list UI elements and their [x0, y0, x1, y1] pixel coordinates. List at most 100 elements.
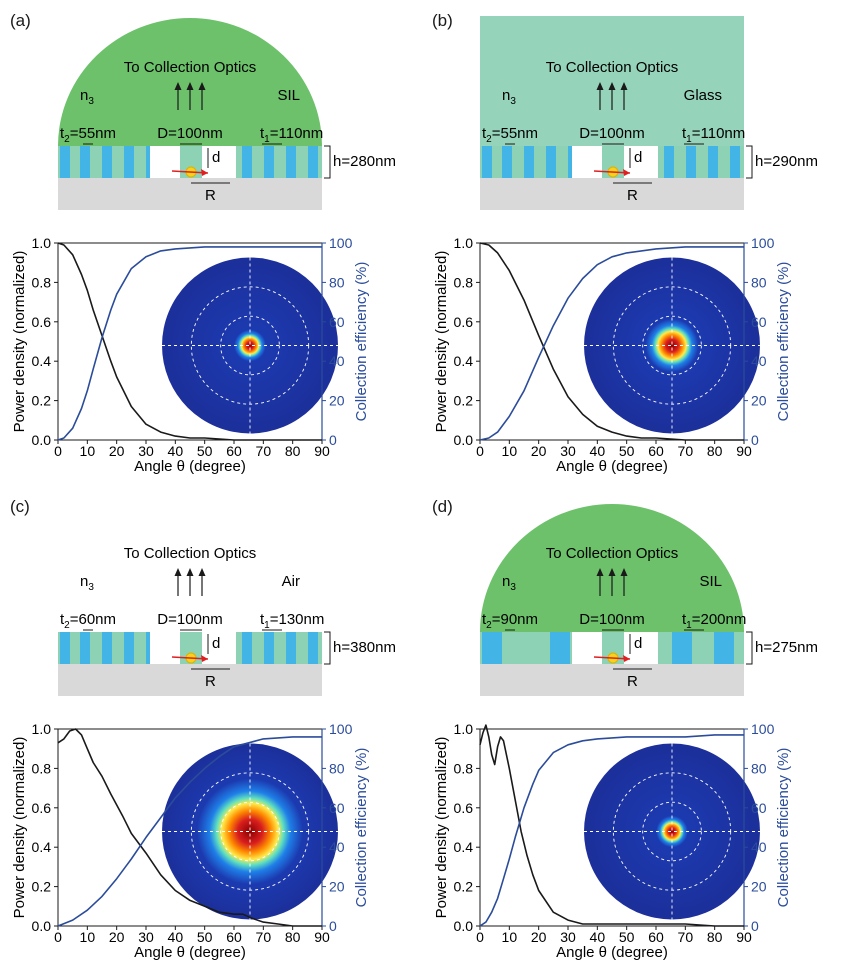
- y-axis-label: Power density (normalized): [433, 251, 450, 433]
- grating-ridge: [80, 632, 90, 664]
- grating-ridge: [524, 146, 534, 178]
- x-tick-label: 30: [560, 443, 576, 459]
- t2-label: t2=60nm: [60, 611, 116, 631]
- x-tick-label: 10: [80, 443, 96, 459]
- collection-optics-label: To Collection Optics: [124, 59, 257, 76]
- central-pillar: [180, 146, 202, 178]
- depth-label: d: [212, 635, 220, 652]
- grating-ridge: [502, 146, 512, 178]
- x-tick-label: 20: [531, 929, 547, 945]
- grating-ridge: [550, 632, 570, 664]
- x-tick-label: 30: [138, 443, 154, 459]
- power-density-curve: [57, 242, 322, 441]
- y2-tick-label: 60: [751, 314, 767, 330]
- substrate: [58, 664, 322, 696]
- grating-ridge: [546, 146, 556, 178]
- power-density-curve: [57, 728, 322, 927]
- x-tick-label: 10: [502, 443, 518, 459]
- y2-tick-label: 60: [329, 800, 345, 816]
- far-field-pattern: [584, 743, 760, 920]
- y-tick-label: 1.0: [32, 721, 52, 737]
- grating-ridge: [80, 146, 90, 178]
- y-tick-label: 0.8: [32, 274, 52, 290]
- y2-axis-label: Collection efficiency (%): [775, 748, 792, 908]
- collection-optics-label: To Collection Optics: [546, 59, 679, 76]
- depth-label: d: [212, 149, 220, 166]
- grating-ridge: [102, 632, 112, 664]
- panel-label: (a): [10, 11, 31, 30]
- y2-tick-label: 100: [329, 721, 353, 737]
- y-tick-label: 0.2: [32, 879, 52, 895]
- far-field-pattern: [162, 743, 338, 920]
- y2-axis-label: Collection efficiency (%): [353, 748, 370, 908]
- y2-tick-label: 20: [329, 393, 345, 409]
- t2-label: t2=55nm: [482, 125, 538, 145]
- y-tick-label: 0.8: [454, 274, 474, 290]
- medium-label: Glass: [684, 87, 722, 104]
- refractive-index-label: n3: [502, 573, 516, 593]
- collection-efficiency-curve: [479, 246, 744, 441]
- y-tick-label: 0.8: [32, 760, 52, 776]
- x-tick-label: 90: [736, 929, 752, 945]
- x-tick-label: 0: [54, 443, 62, 459]
- x-tick-label: 80: [285, 929, 301, 945]
- x-tick-label: 20: [531, 443, 547, 459]
- x-tick-label: 30: [138, 929, 154, 945]
- x-tick-label: 90: [736, 443, 752, 459]
- y2-tick-label: 0: [329, 432, 337, 448]
- x-tick-label: 80: [707, 443, 723, 459]
- y-tick-label: 0.2: [454, 393, 474, 409]
- central-pillar: [602, 146, 624, 178]
- y2-tick-label: 40: [329, 353, 345, 369]
- grating-ridge: [308, 146, 318, 178]
- x-tick-label: 10: [80, 929, 96, 945]
- x-tick-label: 50: [619, 929, 635, 945]
- radius-label: R: [205, 673, 216, 690]
- collection-efficiency-curve: [57, 736, 322, 927]
- y-axis-label: Power density (normalized): [433, 737, 450, 919]
- y-tick-label: 0.4: [454, 353, 474, 369]
- x-tick-label: 0: [476, 929, 484, 945]
- y2-tick-label: 60: [329, 314, 345, 330]
- power-density-curve: [479, 724, 744, 927]
- y2-tick-label: 80: [329, 274, 345, 290]
- x-tick-label: 90: [314, 929, 330, 945]
- collection-efficiency-curve: [479, 734, 744, 927]
- x-tick-label: 0: [54, 929, 62, 945]
- height-label: h=290nm: [755, 153, 818, 170]
- collection-optics-label: To Collection Optics: [124, 545, 257, 562]
- far-field-pattern: [162, 257, 338, 434]
- y-axis-label: Power density (normalized): [11, 737, 28, 919]
- x-tick-label: 60: [648, 443, 664, 459]
- y2-tick-label: 100: [751, 235, 775, 251]
- height-label: h=275nm: [755, 639, 818, 656]
- radius-label: R: [627, 187, 638, 204]
- height-label: h=380nm: [333, 639, 396, 656]
- grating-ridge: [730, 146, 740, 178]
- y2-tick-label: 60: [751, 800, 767, 816]
- t2-label: t2=55nm: [60, 125, 116, 145]
- depth-label: d: [634, 149, 642, 166]
- grating-ridge: [664, 146, 674, 178]
- x-tick-label: 90: [314, 443, 330, 459]
- grating-ridge: [264, 146, 274, 178]
- panel-label: (c): [10, 497, 30, 516]
- diameter-label: D=100nm: [579, 611, 644, 628]
- grating-ridge: [672, 632, 692, 664]
- grating-ridge: [714, 632, 734, 664]
- panel-label: (b): [432, 11, 453, 30]
- x-tick-label: 20: [109, 443, 125, 459]
- grating-ridge: [124, 146, 134, 178]
- radius-label: R: [205, 187, 216, 204]
- y-tick-label: 0.4: [32, 353, 52, 369]
- x-tick-label: 40: [168, 443, 184, 459]
- panel-a: (a) To Collection Optics n3 SIL t2=55nm D=100…: [0, 0, 420, 485]
- panel-label: (d): [432, 497, 453, 516]
- y2-tick-label: 40: [751, 353, 767, 369]
- y2-tick-label: 80: [751, 760, 767, 776]
- y2-tick-label: 20: [751, 393, 767, 409]
- x-tick-label: 60: [648, 929, 664, 945]
- grating-ridge: [60, 632, 70, 664]
- t1-label: t1=110nm: [260, 125, 323, 145]
- panel-svg: (c) To Collection Optics n3 Air t2=60nm D=100…: [10, 497, 396, 961]
